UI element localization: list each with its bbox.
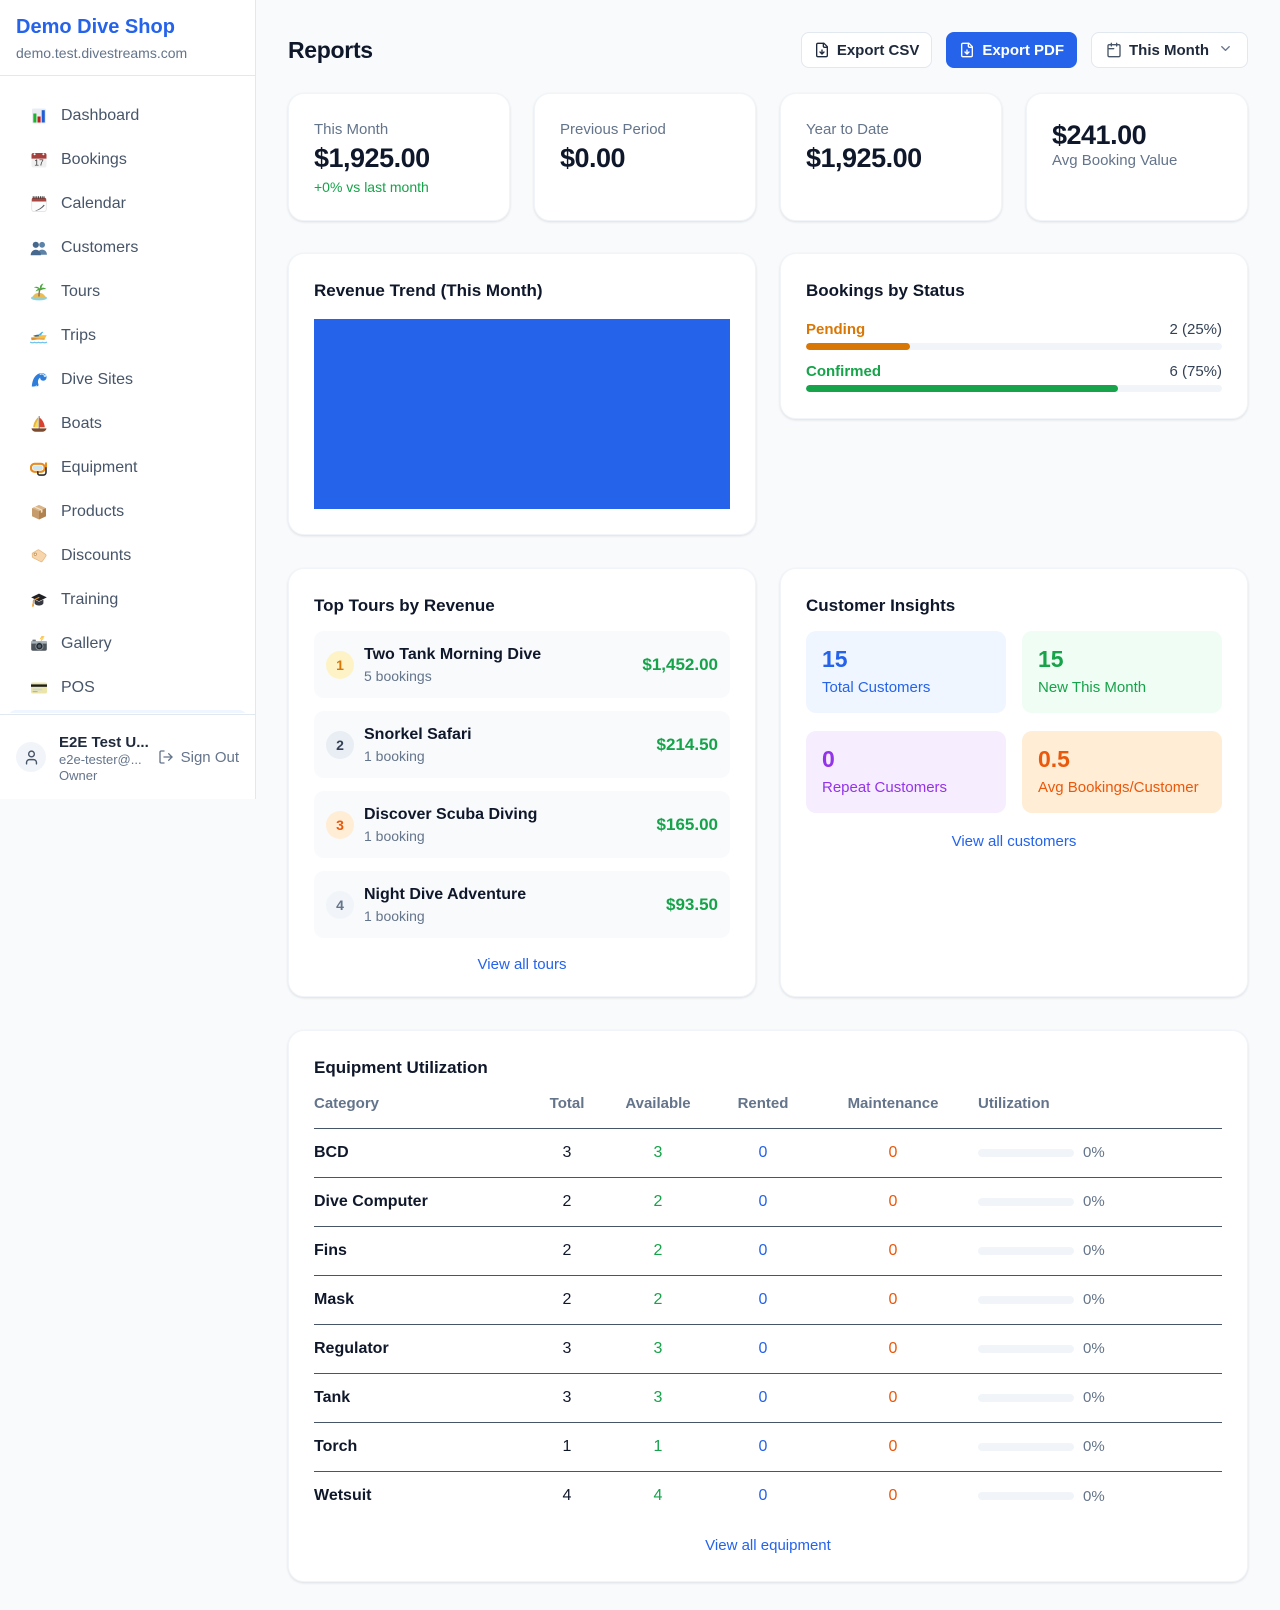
- svg-text:17: 17: [34, 158, 44, 168]
